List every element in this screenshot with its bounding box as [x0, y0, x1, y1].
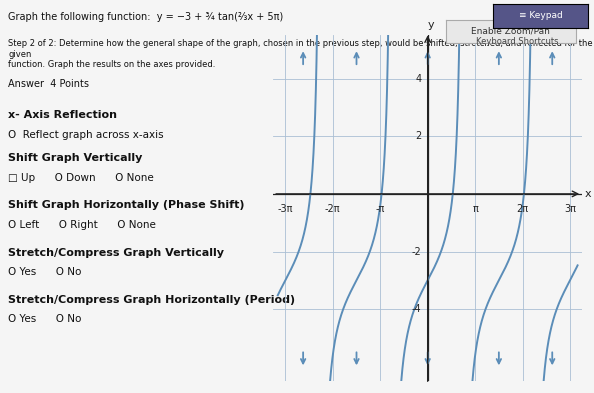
Text: y: y [428, 20, 434, 29]
Text: -3π: -3π [277, 204, 293, 214]
Text: O Yes      O No: O Yes O No [8, 267, 81, 277]
Text: 3π: 3π [564, 204, 576, 214]
Text: O  Reflect graph across x-axis: O Reflect graph across x-axis [8, 130, 164, 140]
Text: Graph the following function:  y = −3 + ¾ tan(⅔x + 5π): Graph the following function: y = −3 + ¾… [8, 12, 283, 22]
Text: O Left      O Right      O None: O Left O Right O None [8, 220, 156, 230]
Text: -π: -π [375, 204, 385, 214]
Text: 2π: 2π [517, 204, 529, 214]
Text: -2π: -2π [325, 204, 340, 214]
Text: Stretch/Compress Graph Vertically: Stretch/Compress Graph Vertically [8, 248, 224, 257]
Text: Step 2 of 2: Determine how the general shape of the graph, chosen in the previou: Step 2 of 2: Determine how the general s… [8, 39, 593, 69]
Text: x: x [585, 189, 592, 199]
Text: Enable Zoom/Pan: Enable Zoom/Pan [472, 27, 550, 36]
Text: Answer  4 Points: Answer 4 Points [8, 79, 89, 88]
Text: x- Axis Reflection: x- Axis Reflection [8, 110, 117, 120]
Text: 4: 4 [416, 73, 422, 84]
Text: Stretch/Compress Graph Horizontally (Period): Stretch/Compress Graph Horizontally (Per… [8, 295, 295, 305]
Text: 2: 2 [415, 131, 422, 141]
Text: ≡ Keypad: ≡ Keypad [519, 11, 563, 20]
Text: -4: -4 [412, 304, 422, 314]
Text: □ Up      O Down      O None: □ Up O Down O None [8, 173, 154, 183]
Text: O Yes      O No: O Yes O No [8, 314, 81, 324]
Text: Shift Graph Vertically: Shift Graph Vertically [8, 153, 143, 163]
Text: Shift Graph Horizontally (Phase Shift): Shift Graph Horizontally (Phase Shift) [8, 200, 245, 210]
Text: Keyboard Shortcuts: Keyboard Shortcuts [476, 37, 558, 46]
Text: π: π [472, 204, 478, 214]
Text: -2: -2 [412, 246, 422, 257]
